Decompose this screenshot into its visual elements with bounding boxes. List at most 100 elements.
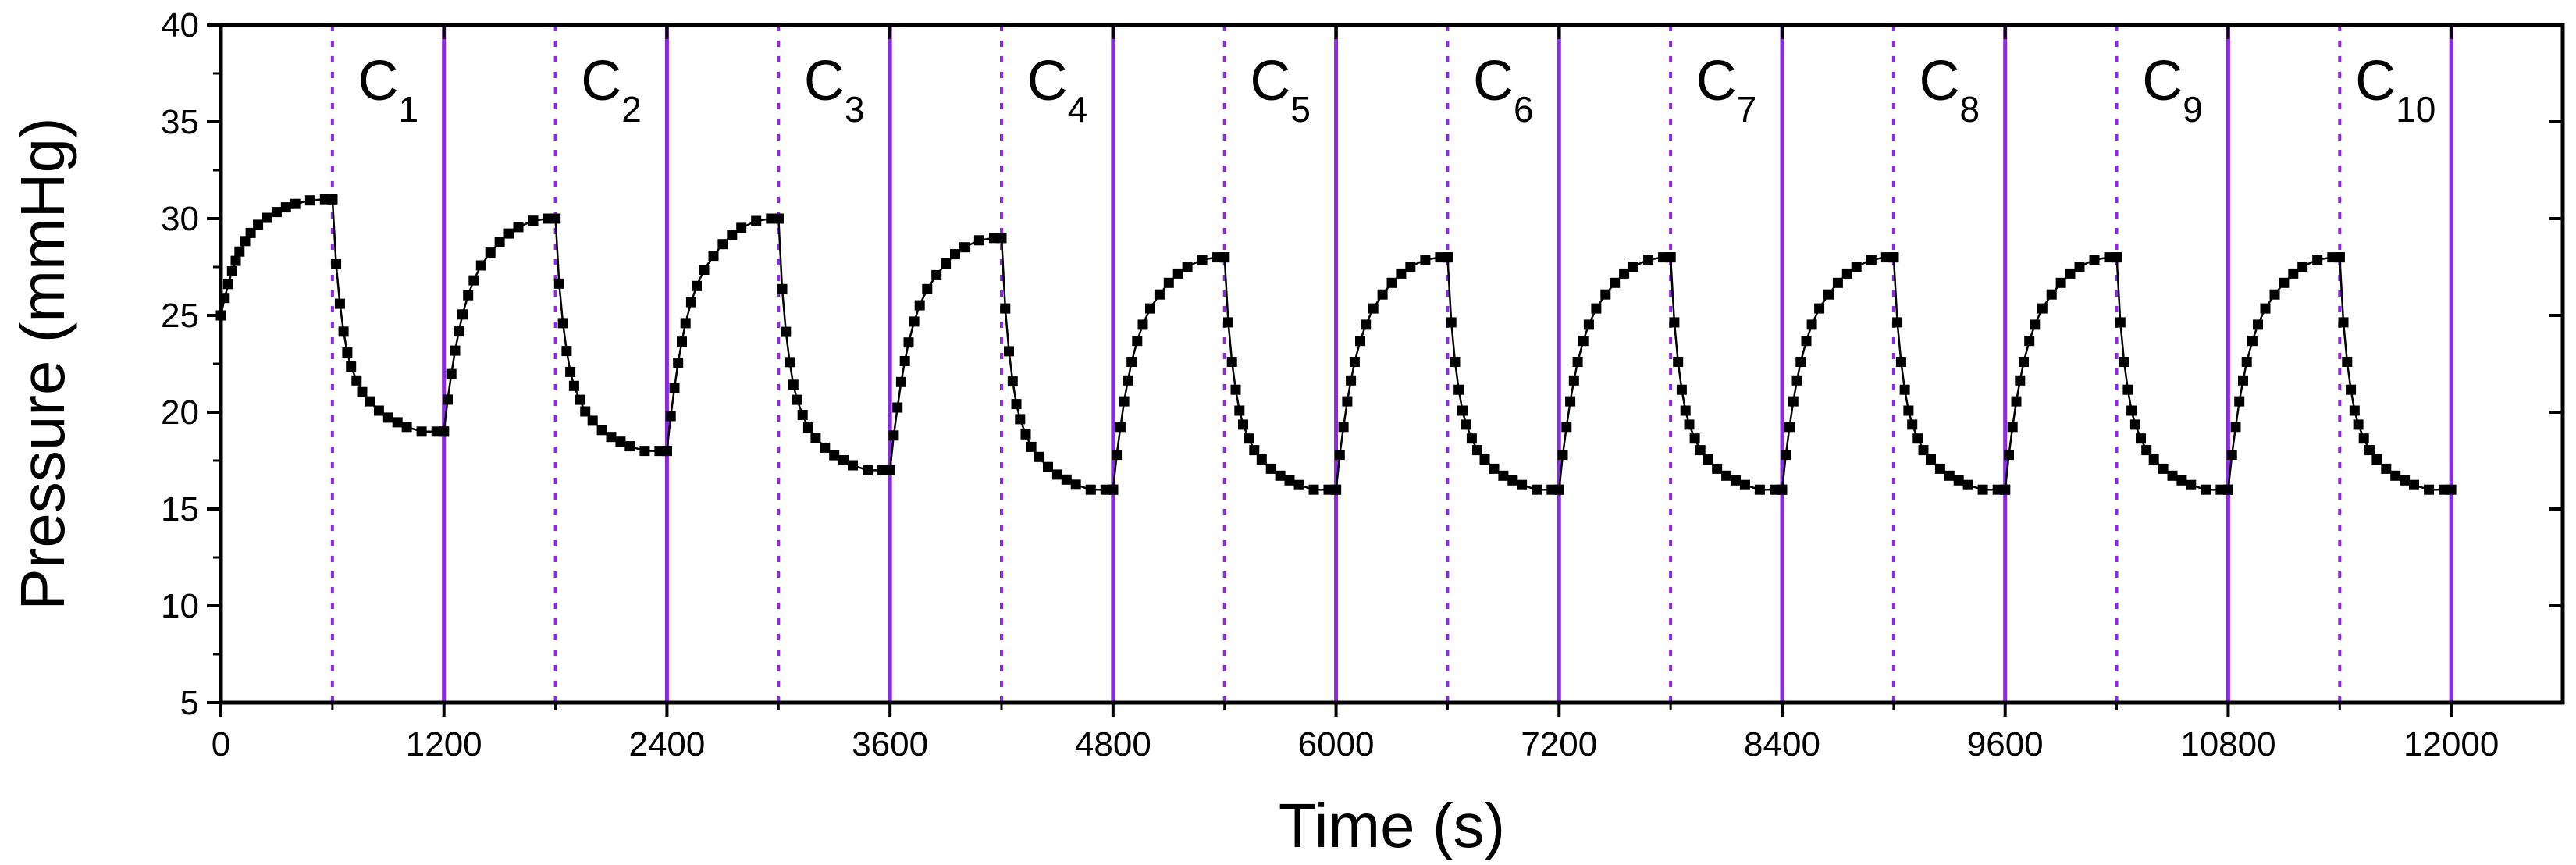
data-point (327, 194, 338, 205)
data-point (1479, 454, 1490, 465)
cycle-label: C6 (1473, 50, 1534, 130)
data-point (2269, 289, 2280, 300)
data-point (1070, 479, 1081, 490)
data-point (1112, 450, 1123, 461)
data-point (1565, 396, 1576, 407)
data-point (1453, 384, 1464, 395)
data-point (1739, 479, 1750, 490)
data-point (1628, 262, 1638, 272)
data-point (1557, 450, 1568, 461)
data-point (1226, 357, 1237, 367)
data-point (1020, 429, 1031, 440)
data-point (1895, 357, 1906, 367)
data-point (290, 198, 301, 209)
data-point (2015, 375, 2026, 386)
data-point (342, 347, 353, 358)
data-point (1461, 419, 1471, 430)
data-point (624, 441, 635, 452)
data-point (950, 249, 960, 260)
data-point (2024, 336, 2035, 347)
data-point (959, 242, 970, 253)
data-point (1145, 303, 1155, 314)
data-point (2074, 262, 2085, 272)
data-point (2126, 405, 2137, 416)
data-point (2112, 252, 2122, 263)
data-point (2222, 484, 2233, 495)
data-point (2007, 422, 2018, 432)
data-point (1334, 450, 1345, 461)
data-point (2247, 336, 2258, 347)
data-point (773, 213, 784, 224)
data-point (1061, 474, 1072, 485)
data-point (606, 432, 617, 443)
data-point (2260, 303, 2271, 314)
data-point (1673, 357, 1684, 367)
data-point (240, 236, 251, 247)
data-point (1754, 484, 1765, 495)
data-point (2234, 396, 2245, 407)
data-point (685, 297, 696, 308)
data-point (1368, 303, 1379, 314)
data-point (2019, 357, 2029, 367)
data-point (234, 246, 245, 257)
data-point (1680, 405, 1691, 416)
data-point (1676, 384, 1687, 395)
x-tick-label: 4800 (1075, 725, 1151, 764)
data-point (1265, 463, 1276, 474)
data-point (1684, 419, 1695, 430)
data-point (699, 265, 710, 275)
data-point (596, 425, 607, 436)
data-point (1420, 255, 1431, 265)
data-point (1011, 399, 1022, 410)
data-point (785, 357, 795, 368)
data-point (454, 326, 464, 337)
data-point (802, 422, 813, 433)
data-point (895, 376, 906, 387)
data-point (2346, 384, 2357, 395)
data-point (528, 215, 539, 226)
data-point (1249, 445, 1260, 456)
data-point (1137, 319, 1148, 330)
data-point (1814, 303, 1825, 314)
plot-frame (219, 23, 2565, 705)
data-point (2158, 463, 2169, 474)
data-point (661, 446, 672, 457)
data-point (1712, 463, 1723, 474)
data-point (1386, 277, 1397, 288)
data-point (1517, 479, 1528, 490)
data-point (797, 410, 808, 420)
y-tick-label: 10 (161, 587, 199, 625)
data-point (2148, 454, 2159, 465)
data-point (1832, 277, 1843, 288)
data-point (2201, 484, 2211, 495)
data-point (1695, 445, 1706, 456)
data-point (1115, 422, 1126, 432)
data-point (615, 436, 626, 447)
data-point (2349, 405, 2360, 416)
data-point (1731, 475, 1741, 486)
data-point (1154, 289, 1165, 300)
data-point (226, 266, 237, 276)
data-point (2176, 475, 2187, 486)
data-point (1275, 470, 1286, 481)
data-point (1801, 336, 1812, 347)
data-point (717, 239, 728, 250)
data-point (2136, 433, 2146, 444)
data-point (382, 412, 393, 423)
data-point (1256, 454, 1267, 465)
data-point (1591, 303, 1602, 314)
data-point (1888, 252, 1899, 263)
data-point (1182, 262, 1193, 272)
data-point (262, 212, 272, 223)
data-point (223, 279, 233, 290)
data-point (2226, 450, 2237, 461)
data-point (1293, 479, 1304, 490)
data-point (1355, 336, 1365, 347)
x-axis-title: Time (s) (1279, 791, 1505, 860)
data-point (692, 280, 702, 291)
cycle-label-subscript: 9 (2183, 89, 2203, 130)
data-point (513, 222, 524, 233)
data-point (365, 396, 375, 407)
cycle-label-subscript: 10 (2396, 89, 2435, 130)
data-point (450, 345, 461, 356)
